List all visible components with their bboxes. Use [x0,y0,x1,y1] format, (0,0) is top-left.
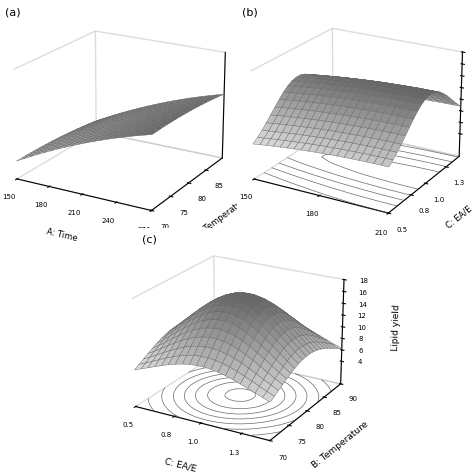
Y-axis label: C: EA/E: C: EA/E [445,205,474,230]
Text: (c): (c) [142,235,157,245]
Text: (a): (a) [5,7,20,17]
Y-axis label: B: Temperature: B: Temperature [194,194,251,240]
Text: (b): (b) [242,7,257,17]
X-axis label: A: Time: A: Time [46,228,78,243]
X-axis label: C: EA/E: C: EA/E [164,456,197,473]
Y-axis label: B: Temperature: B: Temperature [311,420,370,470]
